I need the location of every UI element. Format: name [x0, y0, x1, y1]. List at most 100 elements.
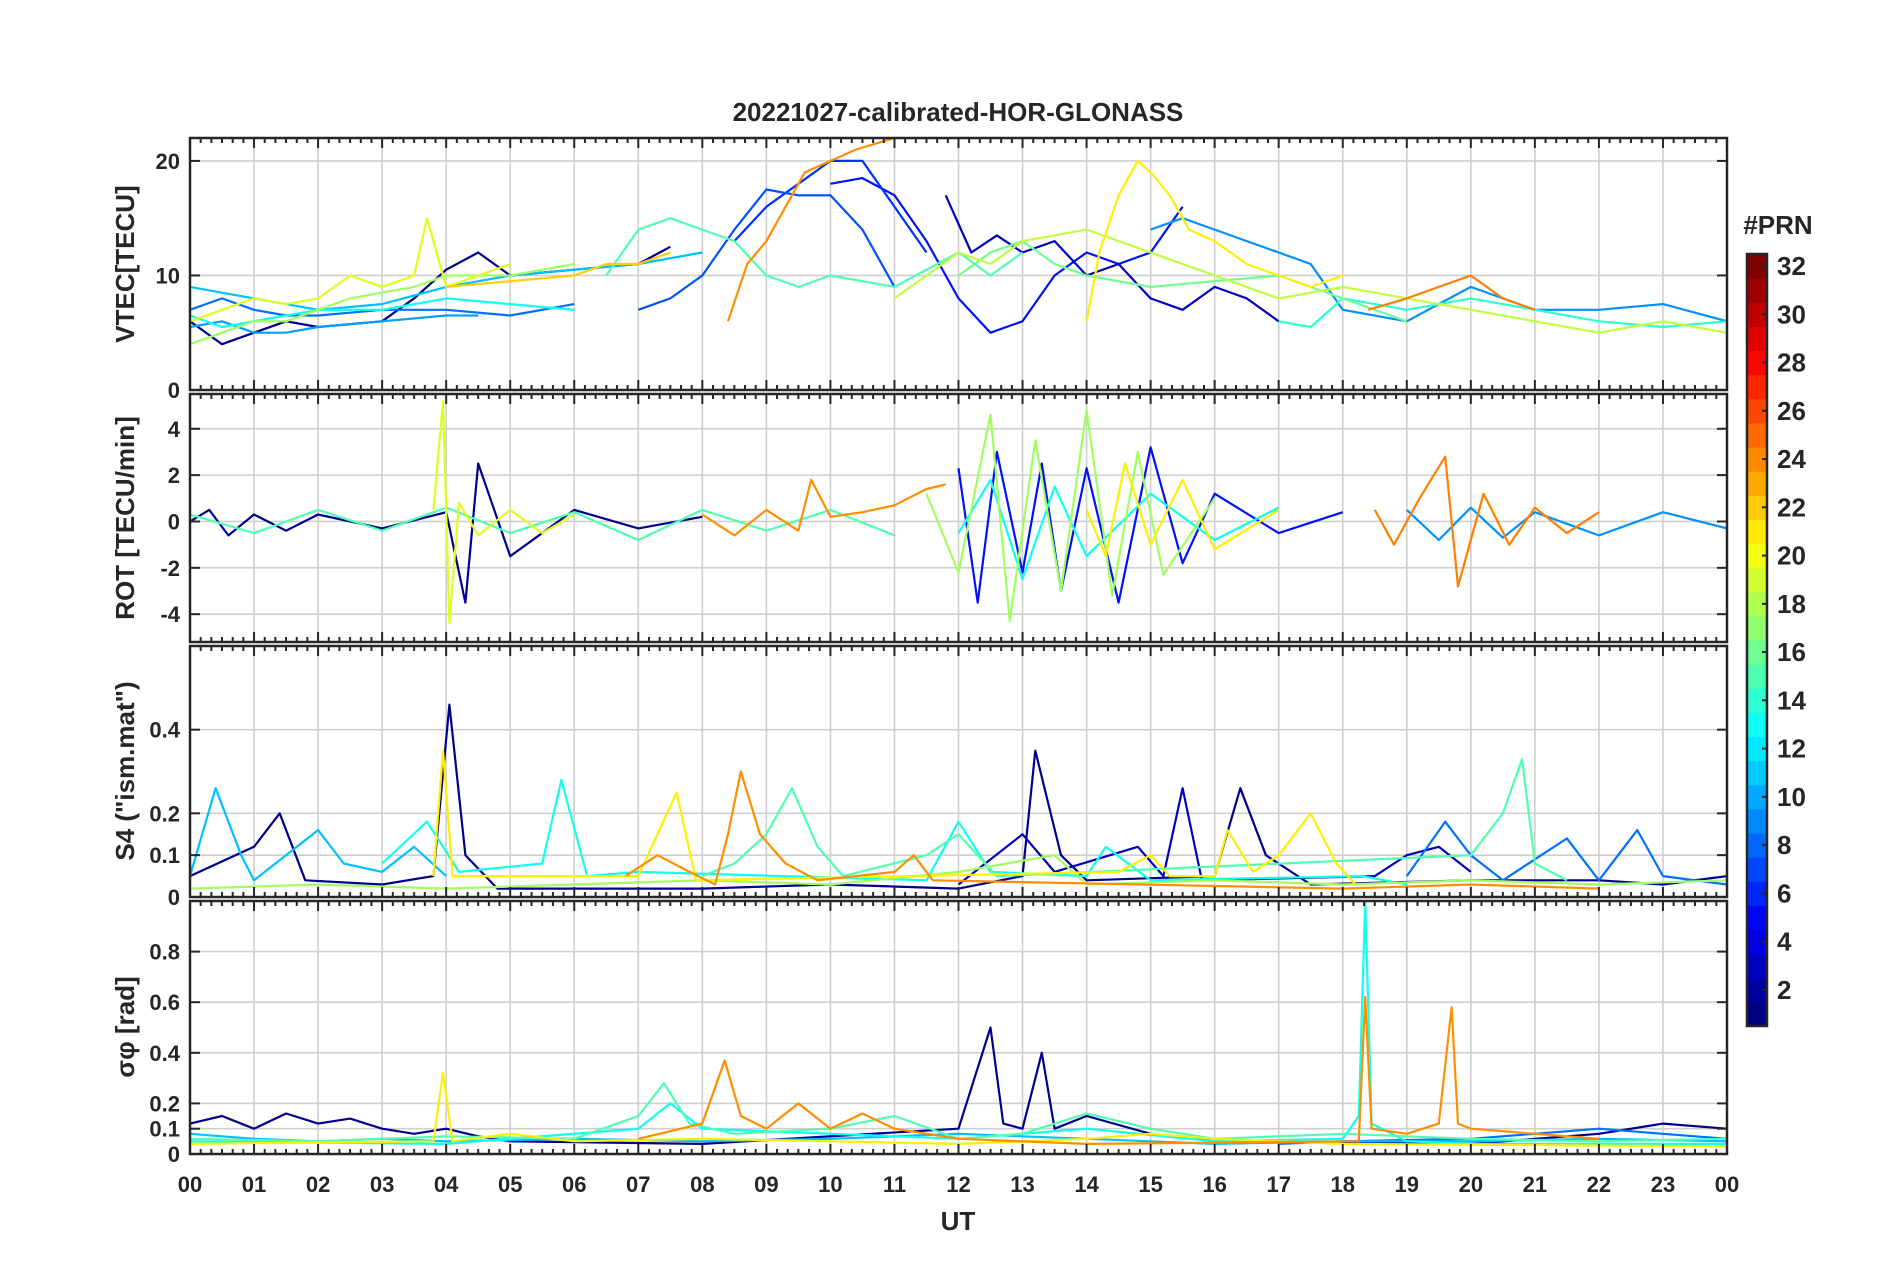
vtec-ytick-labels: 0 10 20 — [156, 149, 180, 403]
colorbar-segment — [1747, 833, 1767, 858]
colorbar-segment — [1747, 422, 1767, 448]
vtec-series-prn-3 — [830, 177, 1184, 334]
vtec-grid — [190, 138, 1727, 390]
colorbar-segment — [1747, 929, 1767, 955]
colorbar-tick-label: 14 — [1777, 685, 1806, 715]
colorbar-frame — [1745, 252, 1769, 1028]
colorbar-segment — [1747, 495, 1767, 520]
x-tick-label: 00 — [178, 1172, 202, 1197]
s4-series — [190, 703, 1727, 890]
colorbar-tick-label: 8 — [1777, 830, 1791, 860]
x-tick-label: 03 — [370, 1172, 394, 1197]
vtec-series-prn-5 — [944, 194, 1280, 323]
colorbar-tick-label: 20 — [1777, 541, 1806, 571]
x-tick-label: 00 — [1715, 1172, 1739, 1197]
vtec-series-prn-1 — [190, 245, 671, 346]
vtec-ticks — [189, 138, 1728, 391]
colorbar-segment — [1747, 302, 1767, 327]
x-tick-label: 01 — [242, 1172, 266, 1197]
colorbar-segment — [1747, 784, 1767, 810]
colorbar-tick-label: 2 — [1777, 975, 1791, 1005]
colorbar-tick-label: 18 — [1777, 589, 1806, 619]
s4-series-prn-21 — [432, 749, 1357, 886]
colorbar-tick-label: 32 — [1777, 251, 1806, 281]
vtec-ytick-label: 10 — [156, 263, 180, 288]
x-tick-label: 12 — [946, 1172, 970, 1197]
x-tick-label: 22 — [1587, 1172, 1611, 1197]
sigma-phi-ytick-label: 0.4 — [149, 1041, 180, 1066]
colorbar-segment — [1747, 447, 1767, 472]
x-tick-label: 17 — [1266, 1172, 1290, 1197]
colorbar-segment — [1747, 640, 1767, 665]
rot-ytick-label: 2 — [168, 463, 180, 488]
vtec-series-prn-13 — [190, 297, 575, 329]
s4-series-prn-23 — [624, 770, 1599, 890]
s4-grid — [190, 646, 1727, 897]
sigma-phi-series-prn-23 — [638, 996, 1599, 1145]
sigma-phi-series-prn-16 — [190, 1082, 1727, 1143]
x-tick-label: 05 — [498, 1172, 522, 1197]
x-tick-label: 14 — [1074, 1172, 1099, 1197]
colorbar-segment — [1747, 398, 1767, 424]
vtec-series-prn-23 — [726, 138, 921, 322]
x-tick-label: 07 — [626, 1172, 650, 1197]
vtec-series-prn-24 — [1368, 274, 1536, 311]
rot-ticks — [189, 394, 1728, 642]
vtec-ylabel: VTEC[TECU] — [110, 185, 140, 342]
colorbar-tick-label: 4 — [1777, 927, 1792, 957]
vtec-series-prn-7 — [637, 188, 896, 311]
rot-series-prn-24 — [1373, 455, 1600, 588]
colorbar-segment — [1747, 278, 1767, 303]
s4-series-prn-9 — [1405, 820, 1727, 886]
sigma-phi-series-prn-21 — [190, 1071, 1727, 1148]
colorbar-tick-label: 30 — [1777, 299, 1806, 329]
sigma-phi-ytick-label: 0 — [168, 1142, 180, 1167]
colorbar-segment — [1747, 591, 1767, 617]
x-tick-label: 09 — [754, 1172, 778, 1197]
sigma-phi-ylabel: σφ [rad] — [110, 976, 140, 1077]
s4-ytick-label: 0 — [168, 885, 180, 910]
vtec-series-prn-16 — [605, 217, 1024, 288]
colorbar-segment — [1747, 471, 1767, 496]
x-tick-label: 02 — [306, 1172, 330, 1197]
colorbar-tick-label: 6 — [1777, 878, 1791, 908]
vtec-series-prn-18 — [190, 262, 575, 346]
s4-ticks — [189, 646, 1728, 898]
vtec-series-prn-11 — [190, 314, 479, 334]
colorbar-segment — [1747, 736, 1767, 762]
s4-series-prn-5 — [957, 787, 1472, 886]
rot-ytick-label: 4 — [168, 417, 181, 442]
colorbar-segment — [1747, 953, 1767, 979]
rot-series-prn-10 — [1406, 506, 1727, 542]
s4-ytick-label: 0.1 — [149, 843, 180, 868]
x-tick-label: 10 — [818, 1172, 842, 1197]
vtec-ytick-label: 20 — [156, 149, 180, 174]
colorbar-tick-label: 12 — [1777, 734, 1806, 764]
x-tick-label: 06 — [562, 1172, 586, 1197]
rot-series-prn-18 — [925, 409, 1216, 623]
rot-ytick-label: 0 — [168, 509, 180, 534]
sigma-phi-ytick-labels: 00.10.2 0.4 0.6 0.8 — [149, 940, 180, 1167]
colorbar-segment — [1747, 712, 1767, 738]
x-tick-labels: 00 01 02 03 04 05 06 07 08 09 10 11 12 13 14 15 16 17 18 19… — [178, 1172, 1739, 1197]
x-tick-label: 15 — [1138, 1172, 1162, 1197]
x-tick-label: 18 — [1331, 1172, 1355, 1197]
sigma-phi-ytick-label: 0.1 — [149, 1117, 180, 1142]
colorbar-segment — [1747, 905, 1767, 931]
panel-sigma-phi: 00.10.2 0.4 0.6 0.8 σφ [rad] — [110, 899, 1729, 1167]
x-axis-title: UT — [941, 1206, 976, 1236]
colorbar-tick-label: 10 — [1777, 782, 1806, 812]
s4-series-prn-12 — [190, 787, 447, 882]
chart-title: 20221027-calibrated-HOR-GLONASS — [733, 97, 1184, 127]
colorbar-tick-label: 24 — [1777, 444, 1806, 474]
colorbar-tick-label: 22 — [1777, 492, 1806, 522]
x-tick-label: 19 — [1395, 1172, 1419, 1197]
vtec-series-prn-19 — [893, 228, 1727, 334]
colorbar-segment — [1747, 688, 1767, 713]
rot-series-prn-20 — [432, 399, 575, 625]
s4-ylabel: S4 ("ism.mat") — [110, 681, 140, 860]
colorbar-segment — [1747, 615, 1767, 641]
colorbar-label: #PRN — [1743, 210, 1812, 240]
colorbar-tick-label: 26 — [1777, 396, 1806, 426]
